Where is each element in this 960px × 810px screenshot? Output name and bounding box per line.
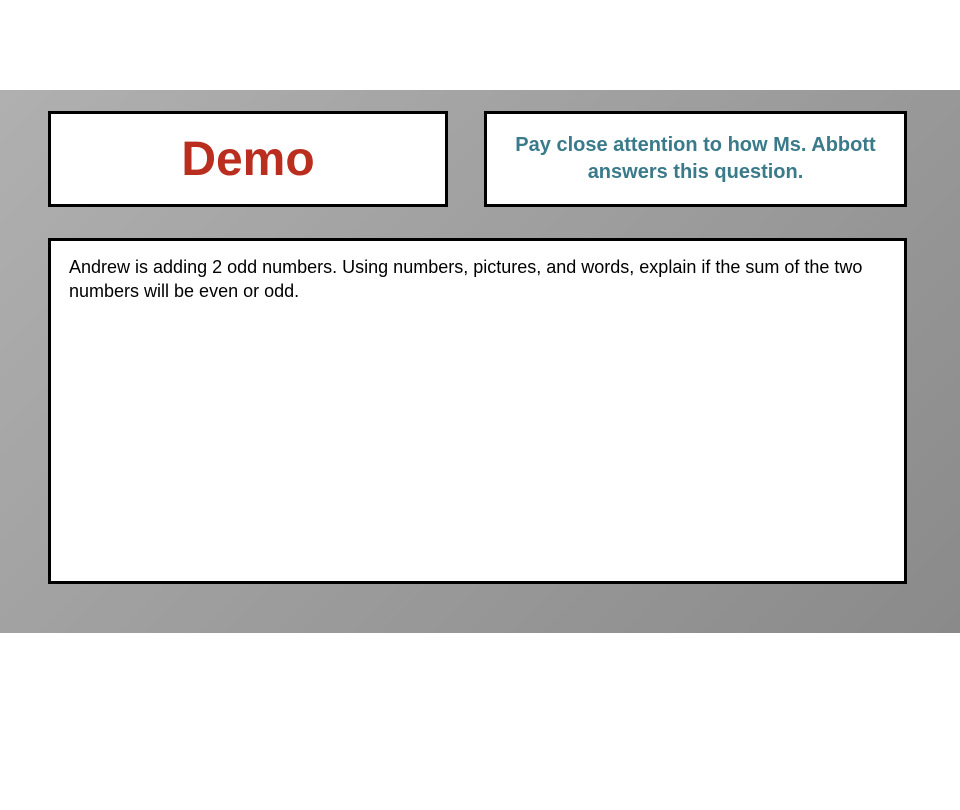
question-text: Andrew is adding 2 odd numbers. Using nu… [69,255,886,304]
question-box: Andrew is adding 2 odd numbers. Using nu… [48,238,907,584]
instruction-box: Pay close attention to how Ms. Abbott an… [484,111,907,207]
slide-area: Demo Pay close attention to how Ms. Abbo… [0,90,960,633]
slide-title: Demo [181,132,314,187]
instruction-text: Pay close attention to how Ms. Abbott an… [503,132,888,186]
title-box: Demo [48,111,448,207]
